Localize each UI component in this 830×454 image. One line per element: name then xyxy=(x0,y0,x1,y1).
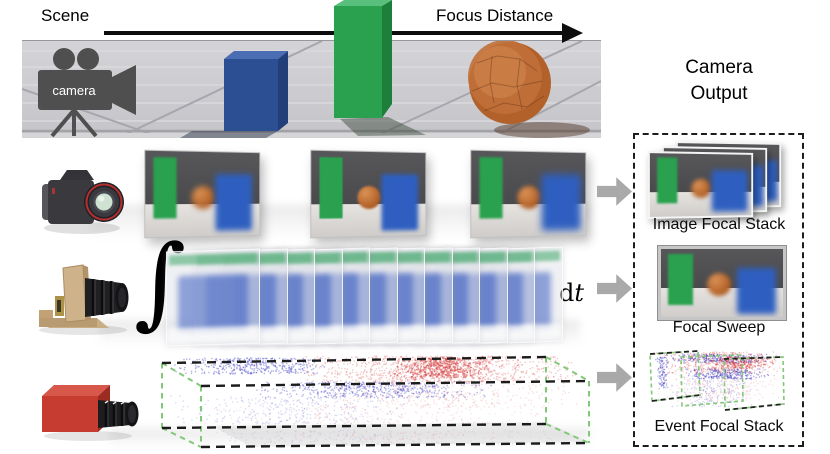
arrow-right-icon xyxy=(597,177,632,206)
stack-frame-front xyxy=(647,151,754,219)
volume-floor-shade xyxy=(212,422,588,447)
thumb-green-box xyxy=(657,157,678,204)
event-focal-stack-label: Event Focal Stack xyxy=(654,418,784,435)
scene-strip-graphic: camera xyxy=(21,40,602,139)
dslr-camera-icon xyxy=(42,170,124,234)
thumb-green-box xyxy=(319,156,343,219)
thumb-orange-sphere xyxy=(357,185,381,209)
camera-output-title: Camera Output xyxy=(633,55,805,106)
focal-sweep-label: Focal Sweep xyxy=(672,319,766,336)
thumb-blue-box xyxy=(541,173,582,231)
movie-camera-icon: camera xyxy=(38,48,136,138)
scene-label: Scene xyxy=(41,6,90,25)
thumb-green-frames xyxy=(649,350,785,411)
green-box-shadow xyxy=(340,117,426,136)
focus-distance-arrowhead-icon xyxy=(562,23,583,43)
event-focal-stack-thumbnail xyxy=(647,349,787,415)
dt-d: d xyxy=(559,279,575,307)
focus-image-far xyxy=(470,149,587,239)
green-box xyxy=(334,0,392,118)
sweep-frame-green-layer xyxy=(168,252,258,266)
floor-front-band xyxy=(22,133,601,138)
focal-sweep-thumbnail xyxy=(657,245,787,321)
floor-shadow xyxy=(110,428,590,448)
blue-box-shadow xyxy=(180,131,278,138)
sphere-shadow xyxy=(494,122,590,138)
sweep-camera-icon xyxy=(39,264,129,335)
thumb-green-box xyxy=(153,156,177,219)
thumb-black-edges xyxy=(649,350,785,411)
camera-output-title-line1: Camera xyxy=(685,57,753,78)
camera-badge-label: camera xyxy=(52,83,96,98)
focus-distance-label: Focus Distance xyxy=(436,6,554,25)
event-camera-icon xyxy=(42,385,139,441)
scene-strip: camera xyxy=(21,40,602,139)
dt-label: dt xyxy=(559,279,584,307)
sweep-frame-blue-layer xyxy=(178,274,248,333)
focal-sweep-frame-stack xyxy=(166,246,576,347)
dt-t: t xyxy=(574,279,585,307)
thumb-blue-box xyxy=(381,173,418,231)
sweep-frame-white-layer xyxy=(167,325,259,344)
arrow-right-icon xyxy=(597,363,632,392)
orange-sphere xyxy=(468,40,551,124)
thumb-blue-box xyxy=(215,173,252,231)
volume-green-edges xyxy=(161,356,590,448)
event-points xyxy=(654,351,781,408)
sweep-frame xyxy=(166,248,260,347)
focus-image-mid xyxy=(310,149,427,239)
image-focal-stack-label: Image Focal Stack xyxy=(652,216,786,233)
event-volume xyxy=(161,355,590,449)
thumb-blue-box xyxy=(712,170,748,213)
thumb-orange-sphere xyxy=(707,273,732,297)
thumb-orange-sphere xyxy=(517,185,541,209)
volume-black-edges xyxy=(161,355,590,449)
camera-output-title-line2: Output xyxy=(690,82,748,104)
arrow-right-icon xyxy=(597,274,632,303)
blue-box xyxy=(224,51,288,131)
thumb-green-box xyxy=(668,253,693,306)
thumb-orange-sphere xyxy=(191,185,215,209)
thumb-orange-sphere xyxy=(690,178,711,198)
thumb-blue-box xyxy=(736,268,776,315)
thumb-green-box xyxy=(479,156,503,219)
